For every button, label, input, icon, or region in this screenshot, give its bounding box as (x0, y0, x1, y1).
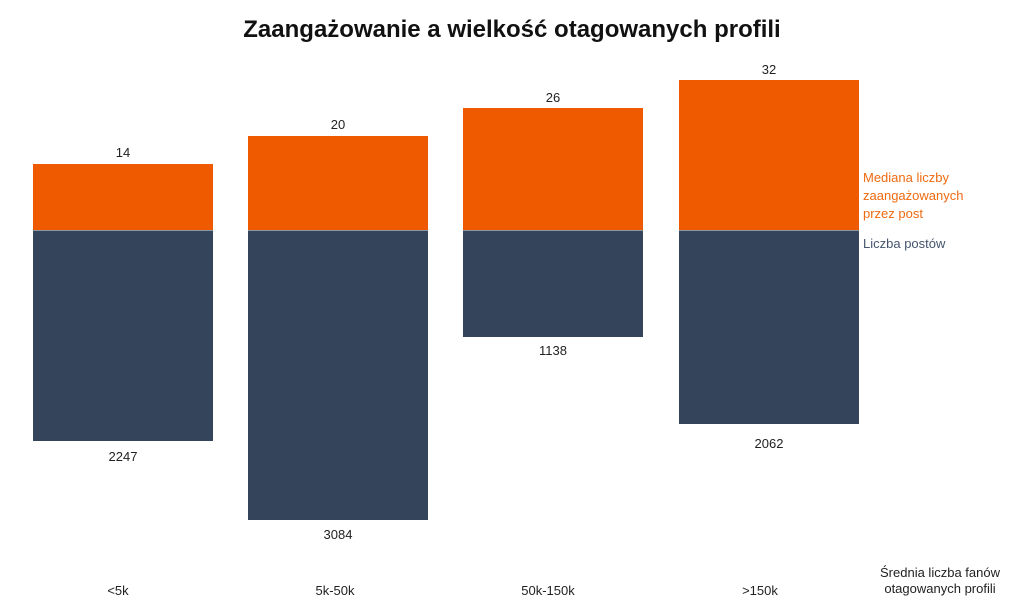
category-label: >150k (742, 583, 778, 598)
posts-bar (33, 230, 213, 441)
legend-line: Mediana liczby (863, 170, 949, 185)
engagement-value: 32 (761, 62, 777, 77)
posts-bar (463, 230, 643, 337)
category-label: 50k-150k (521, 583, 575, 598)
engagement-bar (248, 136, 428, 230)
x-axis-label-line: Średnia liczba fanów (880, 565, 1000, 580)
engagement-bar (679, 80, 859, 230)
engagement-value: 20 (330, 117, 346, 132)
engagement-value: 26 (545, 90, 561, 105)
posts-value: 3084 (323, 527, 353, 542)
legend-engagement: Mediana liczby zaangażowanych przez post (863, 169, 963, 223)
legend-line: przez post (863, 206, 923, 221)
posts-value: 2062 (754, 436, 784, 451)
category-label: 5k-50k (315, 583, 355, 598)
x-axis-label: Średnia liczba fanów otagowanych profili (860, 565, 1020, 597)
category-label: <5k (107, 583, 129, 598)
posts-value: 1138 (539, 343, 567, 358)
x-axis-label-line: otagowanych profili (884, 581, 996, 596)
engagement-bar (463, 108, 643, 230)
engagement-bar (33, 164, 213, 230)
posts-bar (679, 230, 859, 424)
engagement-value: 14 (115, 145, 131, 160)
legend-line: zaangażowanych (863, 188, 964, 203)
posts-value: 2247 (108, 449, 138, 464)
legend-posts: Liczba postów (863, 236, 946, 251)
chart-title: Zaangażowanie a wielkość otagowanych pro… (243, 16, 781, 43)
posts-bar (248, 230, 428, 520)
